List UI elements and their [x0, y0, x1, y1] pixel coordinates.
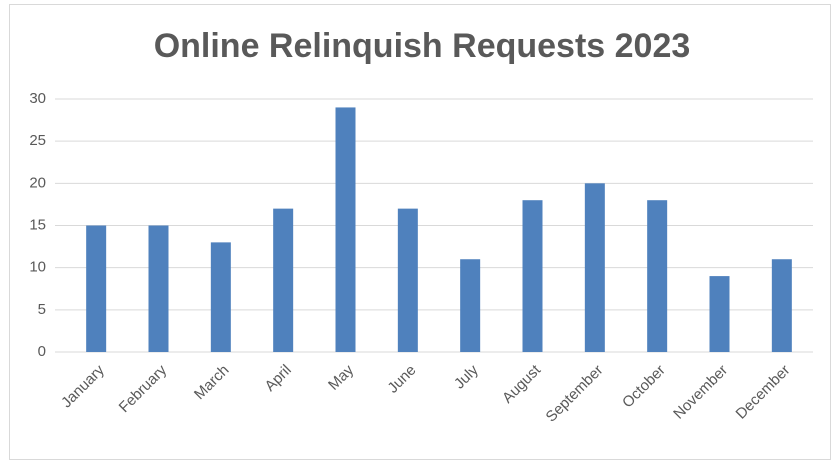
bar: [647, 200, 668, 352]
bar: [86, 225, 107, 352]
bar: [460, 259, 481, 352]
bar: [273, 208, 294, 352]
bar: [522, 200, 543, 352]
y-tick-label: 20: [29, 174, 46, 191]
y-tick-label: 0: [38, 343, 46, 360]
bar: [335, 107, 356, 352]
chart-title: Online Relinquish Requests 2023: [154, 27, 691, 65]
chart-border: [9, 4, 831, 460]
bar: [210, 242, 231, 352]
bar: [709, 276, 730, 352]
y-tick-label: 30: [29, 90, 46, 107]
y-tick-label: 10: [29, 259, 46, 276]
bar: [397, 208, 418, 352]
y-tick-label: 15: [29, 216, 46, 233]
y-tick-label: 5: [38, 301, 46, 318]
bar: [584, 183, 605, 352]
bar: [771, 259, 792, 352]
y-tick-label: 25: [29, 132, 46, 149]
bar: [148, 225, 169, 352]
